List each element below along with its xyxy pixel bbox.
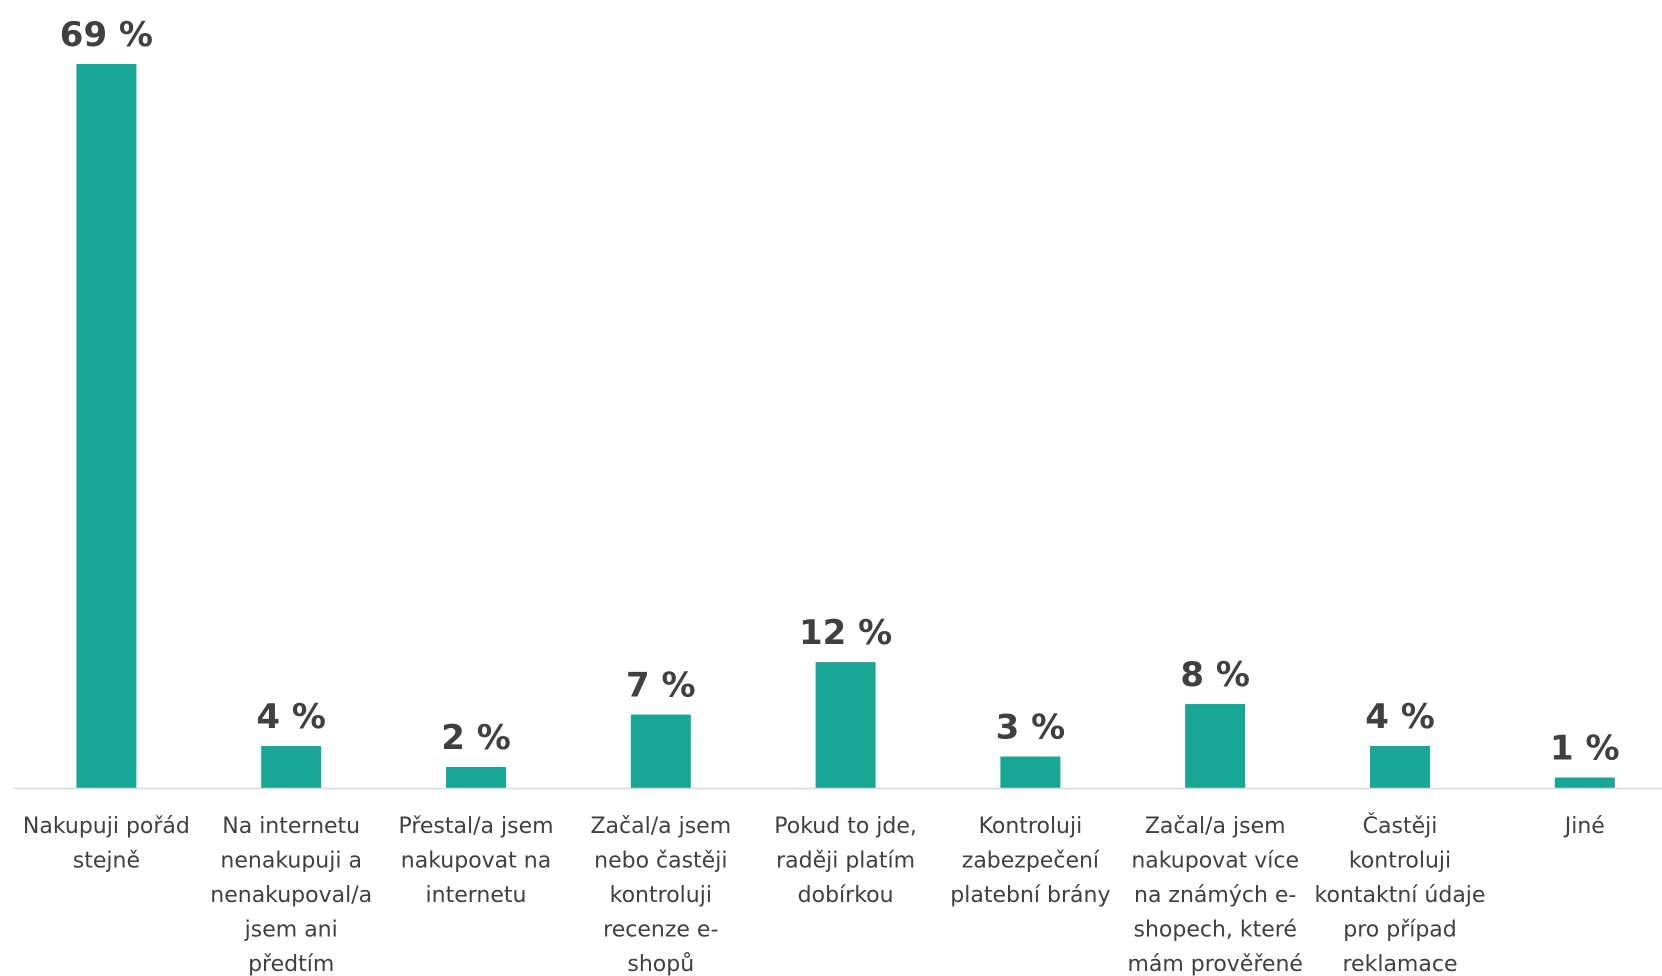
category-label-line: reklamace (1343, 952, 1458, 976)
bar-2 (261, 746, 322, 788)
data-label-2: 4 % (256, 697, 326, 737)
category-label-line: shopů (627, 952, 694, 976)
category-label-line: Častěji (1363, 813, 1438, 839)
category-label-line: Přestal/a jsem (398, 814, 553, 839)
category-label-line: Na internetu (222, 814, 360, 839)
category-label-line: Jiné (1563, 814, 1605, 839)
category-label-line: internetu (426, 883, 527, 908)
category-label-line: Pokud to jde, (774, 814, 917, 839)
bar-1 (76, 64, 137, 788)
category-label-5: Pokud to jde, raději platím dobírkou (774, 814, 917, 908)
category-label-line: nenakupuji a (220, 849, 362, 874)
bar-8 (1370, 746, 1430, 788)
bar-6 (1000, 756, 1061, 788)
category-label-1: Nakupuji pořád stejně (23, 814, 190, 874)
category-label-line: platební brány (950, 883, 1110, 908)
bar-9 (1554, 777, 1615, 788)
category-label-line: nakupovat více (1131, 849, 1299, 874)
category-label-line: kontaktní údaje (1315, 883, 1486, 908)
category-label-line: nakupovat na (401, 849, 551, 874)
category-label-line: recenze e- (603, 918, 718, 943)
bar-3 (446, 767, 506, 788)
category-label-line: pro případ (1343, 918, 1457, 943)
bar-4 (630, 714, 691, 788)
category-label-line: raději platím (776, 849, 915, 874)
data-label-4: 7 % (626, 666, 696, 706)
data-label-5: 12 % (799, 613, 892, 653)
category-label-line: stejně (73, 849, 140, 874)
category-label-line: Kontroluji (979, 814, 1083, 839)
data-label-8: 4 % (1365, 697, 1435, 737)
category-label-line: předtím (248, 952, 334, 976)
bars-layer (76, 64, 1615, 788)
data-label-3: 2 % (441, 718, 511, 758)
category-label-line: shopech, které (1134, 918, 1297, 943)
category-label-line: kontroluji (1349, 849, 1451, 874)
category-label-3: Přestal/a jsem nakupovat na internetu (398, 814, 553, 908)
category-label-line: zabezpečení (962, 849, 1100, 874)
data-label-7: 8 % (1180, 655, 1250, 695)
category-label-6: Kontroluji zabezpečení platební brány (950, 814, 1110, 908)
bar-7 (1185, 704, 1246, 788)
data-label-9: 1 % (1550, 729, 1620, 769)
category-label-line: kontroluji (610, 883, 712, 908)
category-label-line: na známých e- (1134, 883, 1296, 908)
category-label-line: jsem ani (244, 918, 338, 943)
category-label-line: dobírkou (798, 883, 894, 908)
category-label-line: Nakupuji pořád (23, 814, 190, 839)
category-label-7: Začal/a jsem nakupovat více na známých e-s… (1127, 814, 1302, 976)
category-label-2: Na internetu nenakupuji a nenakupoval/a jse… (210, 814, 372, 976)
category-label-line: Začal/a jsem (590, 814, 731, 839)
bar-5 (815, 662, 876, 788)
category-label-line: nenakupoval/a (210, 883, 372, 908)
value-labels-layer: 69 % 4 % 2 % 7 % 12 % 3 % 8 % 4 % 1 % (60, 15, 1620, 769)
data-label-6: 3 % (996, 708, 1066, 748)
category-label-line: nebo častěji (594, 849, 727, 874)
category-label-9: Jiné (1563, 814, 1605, 839)
category-labels-layer: Nakupuji pořád stejně Na internetu nenakupu… (23, 813, 1605, 976)
category-label-8: Častěji kontroluji kontaktní údaje pro příp… (1315, 813, 1486, 976)
category-label-4: Začal/a jsem nebo častěji kontroluji recenz… (590, 814, 731, 976)
category-label-line: mám prověřené (1127, 952, 1302, 976)
data-label-1: 69 % (60, 15, 153, 55)
category-label-line: Začal/a jsem (1145, 814, 1286, 839)
